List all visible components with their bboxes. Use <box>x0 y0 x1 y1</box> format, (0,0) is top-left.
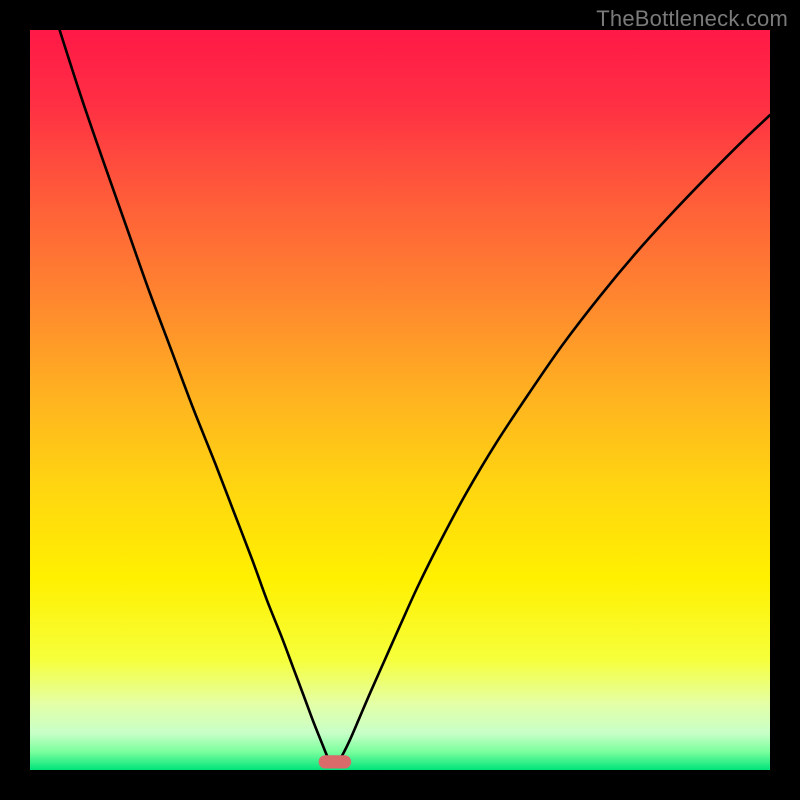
chart-frame: TheBottleneck.com <box>0 0 800 800</box>
min-marker <box>319 755 352 768</box>
plot-area <box>30 30 770 770</box>
plot-background <box>30 30 770 770</box>
watermark-label: TheBottleneck.com <box>596 6 788 32</box>
chart-svg <box>30 30 770 770</box>
